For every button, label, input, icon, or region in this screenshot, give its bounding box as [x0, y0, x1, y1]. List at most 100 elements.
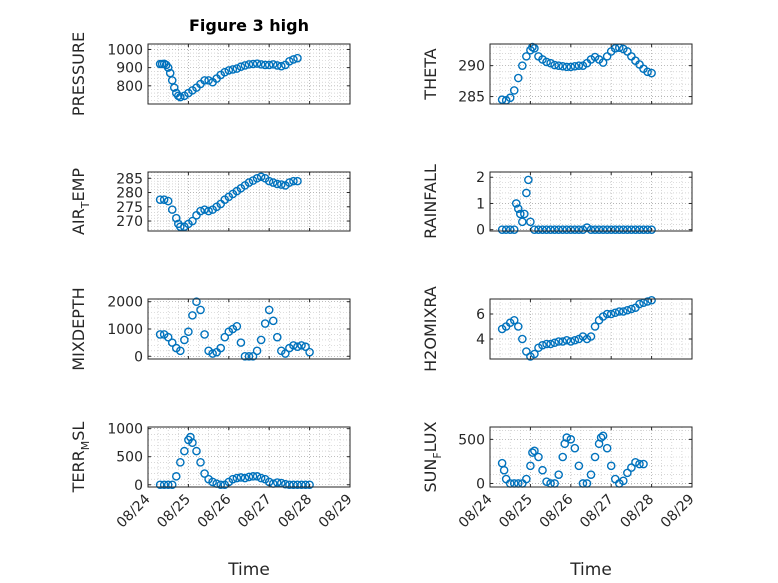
- data-point: [566, 337, 576, 346]
- y-tick-label: 500: [116, 450, 143, 466]
- data-point: [550, 225, 559, 234]
- data-point: [639, 459, 648, 469]
- data-point: [232, 64, 242, 73]
- data-series: [497, 295, 656, 361]
- data-point: [558, 452, 568, 462]
- data-point: [200, 205, 209, 214]
- data-point: [574, 461, 584, 471]
- data-point: [236, 62, 246, 72]
- data-point: [272, 478, 282, 487]
- axes-box: [489, 43, 693, 105]
- subplot-pressure: 800 900 1000 PRESSURE Figure 3 high: [69, 16, 351, 116]
- data-point: [566, 62, 576, 72]
- y-tick-label: 2000: [107, 295, 143, 311]
- y-tick-label: 500: [458, 432, 485, 448]
- data-point: [538, 340, 547, 350]
- data-point: [289, 341, 298, 350]
- data-point: [264, 305, 274, 315]
- data-point: [264, 60, 274, 70]
- data-series: [497, 431, 648, 488]
- data-point: [542, 57, 551, 67]
- data-point: [631, 225, 640, 234]
- data-point: [614, 225, 624, 234]
- data-point: [256, 172, 266, 182]
- data-point: [167, 338, 177, 347]
- data-point: [570, 443, 580, 453]
- data-point: [204, 206, 213, 216]
- data-point: [518, 61, 527, 70]
- data-point: [244, 178, 254, 187]
- data-point: [248, 472, 258, 481]
- data-point: [163, 63, 173, 72]
- y-tick-label: 800: [116, 79, 143, 95]
- data-point: [522, 52, 531, 61]
- data-point: [522, 474, 531, 484]
- grid: [490, 427, 692, 487]
- data-point: [200, 330, 209, 339]
- data-point: [277, 61, 286, 71]
- data-series: [155, 297, 314, 361]
- y-axis-label: TERRMSL: [69, 422, 92, 494]
- data-point: [647, 225, 656, 234]
- data-point: [293, 53, 302, 63]
- data-point: [293, 480, 302, 490]
- data-point: [606, 225, 616, 234]
- data-point: [631, 457, 640, 467]
- data-point: [184, 327, 193, 337]
- data-point: [293, 176, 302, 186]
- data-point: [244, 351, 254, 361]
- data-point: [619, 225, 628, 234]
- data-point: [155, 195, 165, 204]
- data-point: [520, 209, 529, 219]
- data-point: [272, 179, 282, 189]
- x-tick-label: 08/26: [537, 491, 577, 531]
- data-point: [606, 461, 616, 471]
- grid: [148, 427, 350, 487]
- y-tick-label: 0: [134, 349, 143, 365]
- data-point: [509, 315, 519, 325]
- data-point: [570, 335, 580, 345]
- x-tick-label: 08/25: [154, 491, 194, 531]
- data-point: [602, 443, 612, 453]
- data-point: [171, 213, 181, 223]
- data-point: [598, 225, 608, 234]
- data-point: [272, 61, 282, 70]
- data-point: [518, 334, 527, 344]
- data-point: [534, 225, 543, 234]
- y-tick-label: 4: [476, 332, 485, 348]
- data-point: [623, 305, 632, 315]
- data-point: [546, 58, 555, 68]
- data-point: [554, 470, 563, 479]
- data-point: [530, 44, 539, 53]
- data-point: [208, 349, 217, 358]
- data-point: [606, 309, 616, 319]
- x-tick-label: 08/28: [617, 491, 657, 531]
- data-point: [224, 66, 234, 75]
- data-point: [643, 67, 652, 77]
- data-series: [155, 53, 302, 102]
- data-point: [528, 448, 537, 457]
- data-point: [301, 342, 310, 352]
- data-point: [163, 196, 173, 206]
- data-point: [281, 349, 290, 358]
- subplot-terr-msl: 0 500 1000 08/24 08/25 08/26 08/27 08/28 08/29 Ti…: [69, 422, 356, 580]
- data-point: [180, 446, 189, 456]
- y-tick-label: 285: [458, 90, 485, 106]
- data-point: [647, 295, 656, 305]
- x-tick-label: 08/27: [577, 491, 617, 531]
- data-point: [534, 452, 543, 462]
- subplot-mixdepth: 0 1000 2000 MIXDEPTH: [69, 287, 351, 371]
- y-axis-label: MIXDEPTH: [69, 287, 88, 370]
- data-point: [499, 465, 509, 475]
- data-point: [509, 86, 519, 95]
- data-point: [562, 433, 572, 442]
- axes-box: [489, 298, 693, 360]
- data-point: [268, 316, 278, 326]
- x-tick-label: 08/27: [235, 491, 275, 531]
- y-tick-label: 0: [476, 476, 485, 492]
- data-point: [305, 347, 314, 357]
- y-axis-label: RAINFALL: [421, 164, 440, 239]
- data-point: [285, 480, 294, 490]
- data-point: [252, 59, 262, 68]
